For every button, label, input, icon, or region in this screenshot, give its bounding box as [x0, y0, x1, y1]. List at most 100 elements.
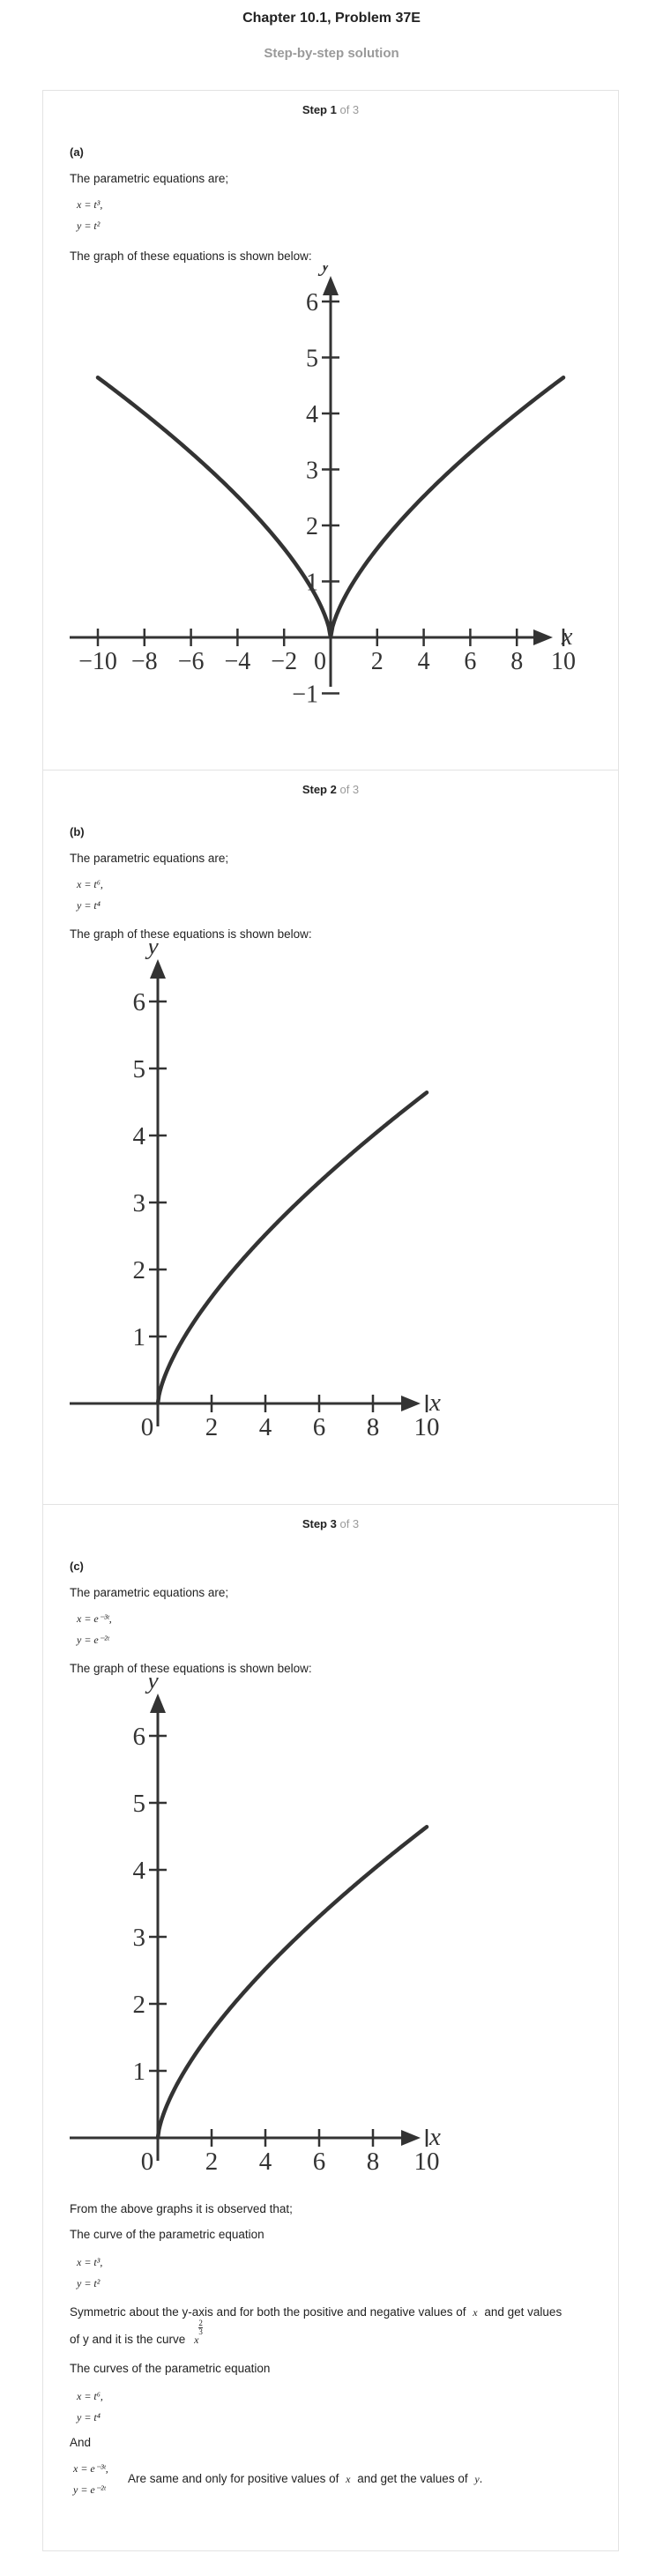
y-tick-label: 1: [306, 570, 318, 597]
y-axis-label: y: [317, 265, 332, 277]
equation-y: y = t⁴: [77, 899, 101, 912]
equation-x: x = t⁶,: [77, 2390, 103, 2402]
same-text: Are same and only for positive values of…: [128, 2472, 482, 2486]
step-of-label: of 3: [339, 103, 360, 116]
graph-intro-text: The graph of these equations is shown be…: [70, 927, 312, 941]
x-tick-label: 4: [418, 648, 430, 675]
equation-x: x = e⁻³ᵗ,: [73, 2462, 108, 2475]
x-tick-label: 6: [313, 1413, 326, 1441]
equation-y: y = t²: [77, 220, 101, 232]
symmetry-text-b: and get values: [484, 2305, 562, 2319]
series-line: [95, 376, 566, 638]
conclusion-line-2: The curve of the parametric equation: [70, 2228, 264, 2241]
y-tick-label: 1: [133, 2058, 146, 2086]
part-label: (a): [70, 145, 84, 159]
y-tick-label: 3: [133, 1189, 146, 1217]
series-line: [155, 1824, 429, 2140]
y-tick-label: 3: [306, 458, 318, 485]
symmetry-text: Symmetric about the y-axis and for both …: [70, 2305, 562, 2319]
x-tick-label: 4: [259, 1413, 272, 1441]
equation-x: x = e⁻³ᵗ,: [77, 1612, 112, 1625]
x-tick-label: −2: [271, 648, 297, 675]
page-title: Chapter 10.1, Problem 37E: [242, 11, 421, 26]
y-tick-label: 1: [133, 1323, 146, 1351]
var-x: x: [473, 2306, 478, 2319]
y-tick-label: 2: [306, 513, 318, 540]
exponent-numerator: 2: [198, 2319, 203, 2328]
part-label: (b): [70, 825, 85, 838]
x-tick-label: −8: [131, 648, 158, 675]
y-tick-label: 3: [133, 1924, 146, 1952]
x-tick-label: 4: [259, 2148, 272, 2176]
page-subtitle: Step-by-step solution: [264, 46, 399, 61]
x-tick-label: 0: [141, 1413, 154, 1441]
x-tick-label: 6: [464, 648, 476, 675]
step-label: Step 3: [302, 1517, 337, 1530]
step-header: Step 3 of 3: [43, 1517, 618, 1530]
x-tick-label: −6: [178, 648, 205, 675]
step-of-label: of 3: [339, 1517, 360, 1530]
y-tick-label: 6: [133, 988, 146, 1016]
y-tick-label: 6: [306, 289, 318, 316]
equation-x: x = t³,: [77, 198, 103, 211]
y-tick-label: 2: [133, 1256, 146, 1284]
step-label: Step 1: [302, 103, 337, 116]
y-tick-label: 5: [133, 1055, 146, 1083]
curve-base: x: [194, 2334, 199, 2346]
exponent-denominator: 3: [198, 2327, 203, 2336]
same-text-a: Are same and only for positive values of: [128, 2472, 339, 2485]
y-tick-label: 4: [133, 1857, 146, 1885]
graph-intro-text: The graph of these equations is shown be…: [70, 1662, 312, 1675]
intro-text: The parametric equations are;: [70, 1586, 229, 1599]
equation-x: x = t³,: [77, 2256, 103, 2268]
x-tick-label: 8: [367, 2148, 380, 2176]
var-y: y: [474, 2473, 480, 2485]
x-axis-label: x: [428, 2123, 441, 2151]
y-axis-label: y: [145, 943, 159, 960]
x-axis-arrow: [401, 2130, 421, 2146]
symmetry-text-a: Symmetric about the y-axis and for both …: [70, 2305, 466, 2319]
intro-text: The parametric equations are;: [70, 852, 229, 865]
x-tick-label: 10: [414, 1413, 440, 1441]
part-label: (c): [70, 1560, 84, 1573]
y-tick-label: 2: [133, 1991, 146, 2019]
x-axis-arrow: [401, 1396, 421, 1411]
step-card-3: Step 3 of 3 (c) The parametric equations…: [42, 1504, 619, 2551]
x-tick-label: 10: [551, 648, 576, 675]
y-tick-label: 6: [133, 1723, 146, 1751]
y-tick-label: −1: [292, 681, 318, 709]
y-tick-label: 4: [133, 1122, 146, 1150]
y-tick-label: 4: [306, 401, 318, 428]
equation-y: y = t⁴: [77, 2411, 101, 2423]
step-card-1: Step 1 of 3 (a) The parametric equations…: [42, 90, 619, 771]
step-card-2: Step 2 of 3 (b) The parametric equations…: [42, 770, 619, 1505]
and-text: And: [70, 2436, 92, 2449]
step-header: Step 2 of 3: [43, 783, 618, 796]
y-tick-label: 5: [306, 346, 318, 373]
step-of-label: of 3: [339, 783, 360, 796]
x-tick-label: 2: [371, 648, 384, 675]
x-tick-label: −4: [225, 648, 251, 675]
curve-text-label: of y and it is the curve: [70, 2333, 186, 2346]
conclusion-line-4: The curves of the parametric equation: [70, 2362, 271, 2375]
equation-y: y = t²: [77, 2277, 101, 2289]
x-tick-label: 8: [367, 1413, 380, 1441]
x-tick-label: 10: [414, 2148, 440, 2176]
x-axis-label: x: [428, 1389, 441, 1417]
y-axis-label: y: [145, 1678, 159, 1694]
y-tick-label: 5: [133, 1790, 146, 1818]
step-header: Step 1 of 3: [43, 103, 618, 116]
y-axis-arrow: [150, 959, 166, 979]
series-line: [155, 1090, 429, 1406]
equation-y: y = e⁻²ᵗ: [77, 1634, 109, 1646]
x-tick-label: 6: [313, 2148, 326, 2176]
x-axis-arrow: [533, 629, 553, 645]
equation-y: y = e⁻²ᵗ: [73, 2483, 106, 2496]
y-axis-arrow: [323, 276, 339, 295]
step-label: Step 2: [302, 783, 337, 796]
